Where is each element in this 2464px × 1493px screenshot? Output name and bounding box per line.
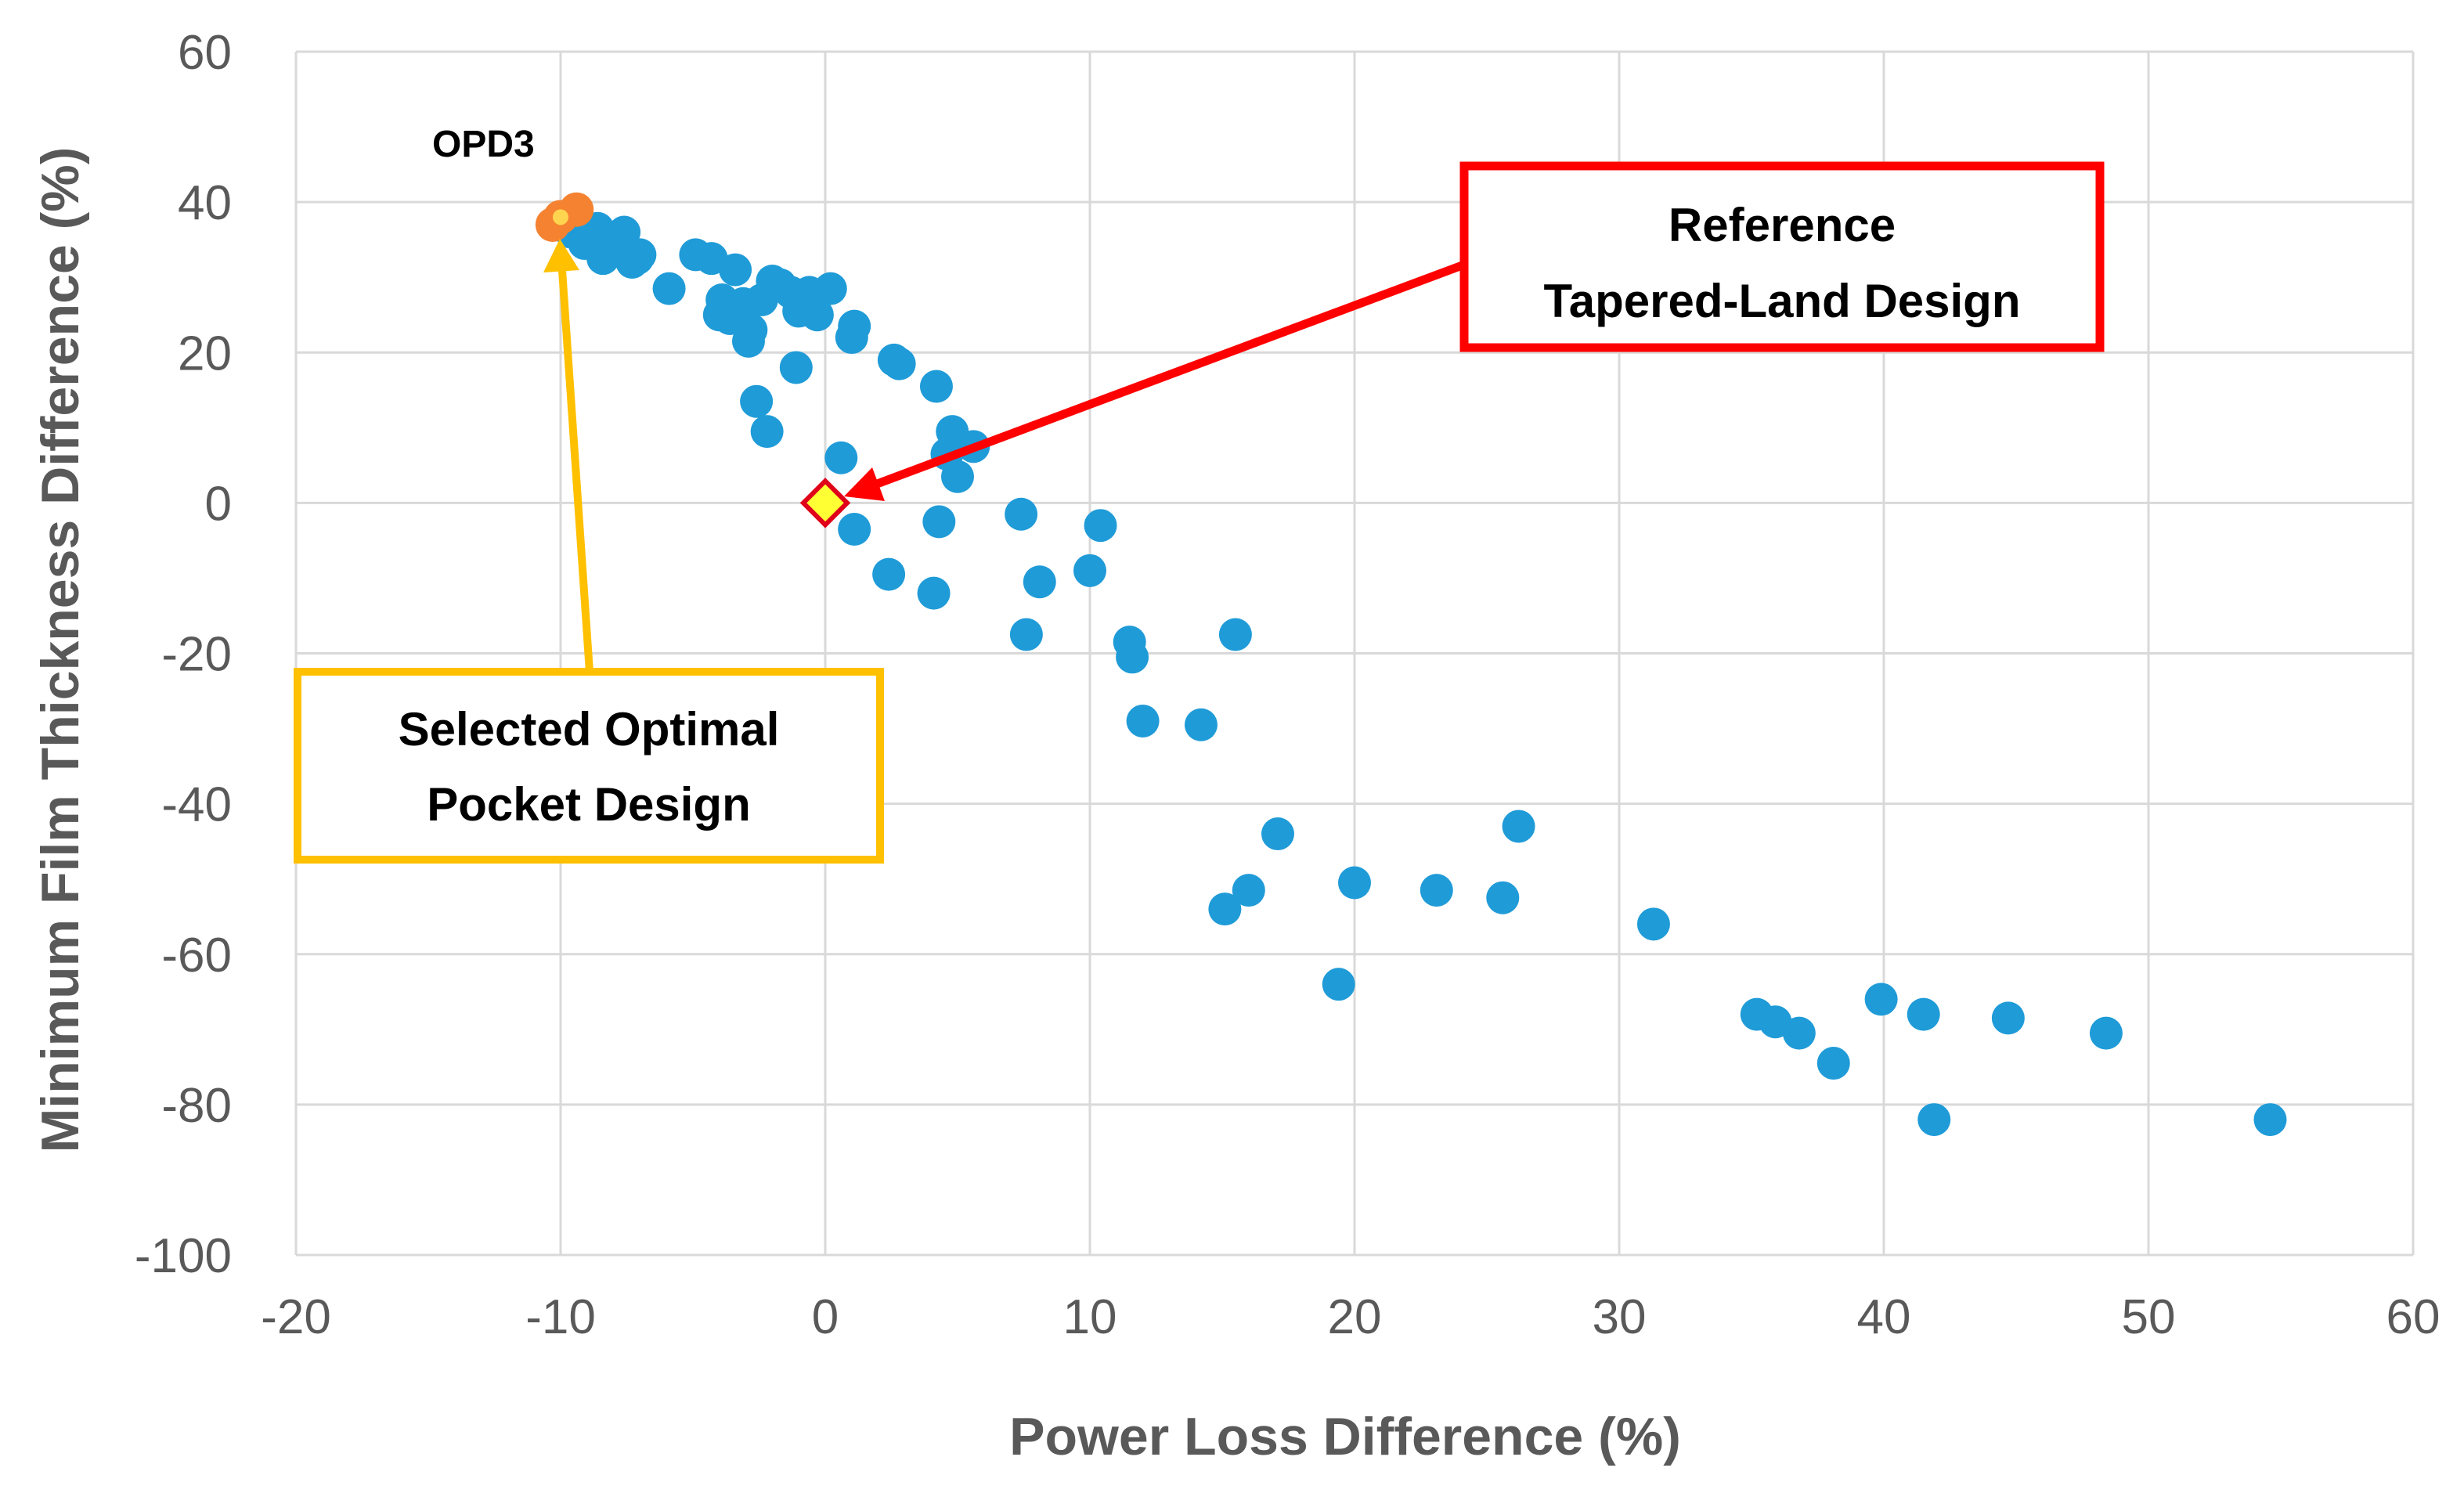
data-point [917, 576, 951, 610]
data-point [1261, 817, 1294, 851]
x-tick-label: -10 [525, 1290, 596, 1344]
x-tick-label: 40 [1857, 1290, 1911, 1344]
data-point [1816, 1047, 1850, 1080]
data-point [1864, 983, 1898, 1016]
x-tick-label: 50 [2122, 1290, 2176, 1344]
data-point [824, 441, 858, 474]
data-point [2253, 1103, 2287, 1137]
data-point [1782, 1016, 1816, 1050]
data-point [1338, 866, 1371, 900]
data-point [1009, 618, 1043, 651]
data-point [1084, 509, 1117, 543]
data-point [1208, 893, 1242, 926]
reference-arrow-line [871, 260, 1466, 490]
y-tick-label: 60 [178, 26, 232, 80]
data-point [835, 321, 868, 355]
data-point [750, 415, 784, 449]
y-tick-label: -40 [161, 778, 232, 832]
data-point [922, 505, 956, 539]
x-tick-label: 10 [1063, 1290, 1117, 1344]
optimal-callout: Selected Optimal Pocket Design [294, 668, 884, 864]
data-point [1322, 968, 1355, 1001]
data-point [1502, 810, 1535, 843]
data-point [702, 298, 736, 332]
data-point [1420, 874, 1453, 907]
reference-arrow-head [844, 467, 885, 501]
data-point [731, 324, 765, 358]
data-point [1184, 708, 1218, 741]
data-point [1218, 618, 1252, 651]
data-point [838, 512, 871, 546]
data-point [800, 298, 834, 332]
data-points [535, 192, 2287, 1137]
data-point [621, 242, 655, 276]
x-tick-label: 0 [812, 1290, 839, 1344]
optimal-callout-line1: Selected Optimal [399, 703, 780, 756]
data-point [779, 351, 813, 384]
data-point [919, 370, 953, 403]
optimal-callout-line2: Pocket Design [427, 778, 750, 831]
optimal-arrow-line [558, 269, 593, 673]
reference-callout-line1: Reference [1669, 199, 1896, 251]
data-point [1116, 640, 1149, 674]
x-tick-label: 60 [2386, 1290, 2441, 1344]
data-point [1232, 874, 1265, 907]
data-point [882, 347, 916, 380]
y-tick-label: -20 [161, 628, 232, 682]
x-tick-labels: -20 -10 0 10 20 30 40 50 60 [261, 1290, 2440, 1344]
x-axis-title: Power Loss Difference (%) [1009, 1407, 1681, 1466]
y-tick-label: -100 [135, 1229, 232, 1283]
x-tick-label: -20 [261, 1290, 331, 1344]
y-tick-label: 40 [178, 176, 232, 230]
y-tick-label: 20 [178, 326, 232, 380]
y-tick-label: 0 [205, 477, 232, 531]
data-point [1636, 907, 1670, 941]
opd3-label: OPD3 [432, 124, 535, 165]
data-point [1073, 554, 1106, 587]
x-tick-label: 20 [1328, 1290, 1382, 1344]
selected-optimal-point [553, 209, 568, 225]
data-point [719, 253, 752, 287]
reference-callout-line2: Tapered-Land Design [1544, 275, 2021, 327]
data-point [652, 272, 686, 305]
data-point [1991, 1001, 2025, 1035]
reference-callout: Reference Tapered-Land Design [1459, 161, 2105, 352]
y-axis-title: Minimum Film Thickness Difference (%) [31, 147, 90, 1153]
y-tick-label: -80 [161, 1079, 232, 1133]
data-point [1917, 1103, 1951, 1137]
y-tick-label: -60 [161, 929, 232, 983]
optimal-arrow-head [543, 239, 579, 272]
data-point [872, 557, 906, 591]
data-point [814, 272, 847, 305]
data-point [941, 460, 974, 493]
data-point [1907, 997, 1940, 1031]
data-point [1486, 881, 1520, 914]
reference-point [799, 478, 851, 528]
data-point [1126, 704, 1160, 737]
data-point [740, 384, 774, 418]
data-point [1005, 497, 1038, 531]
y-tick-labels: -100 -80 -60 -40 -20 0 20 40 60 [135, 26, 232, 1283]
data-point [2089, 1016, 2123, 1050]
data-point [1023, 565, 1056, 599]
x-tick-label: 30 [1593, 1290, 1647, 1344]
